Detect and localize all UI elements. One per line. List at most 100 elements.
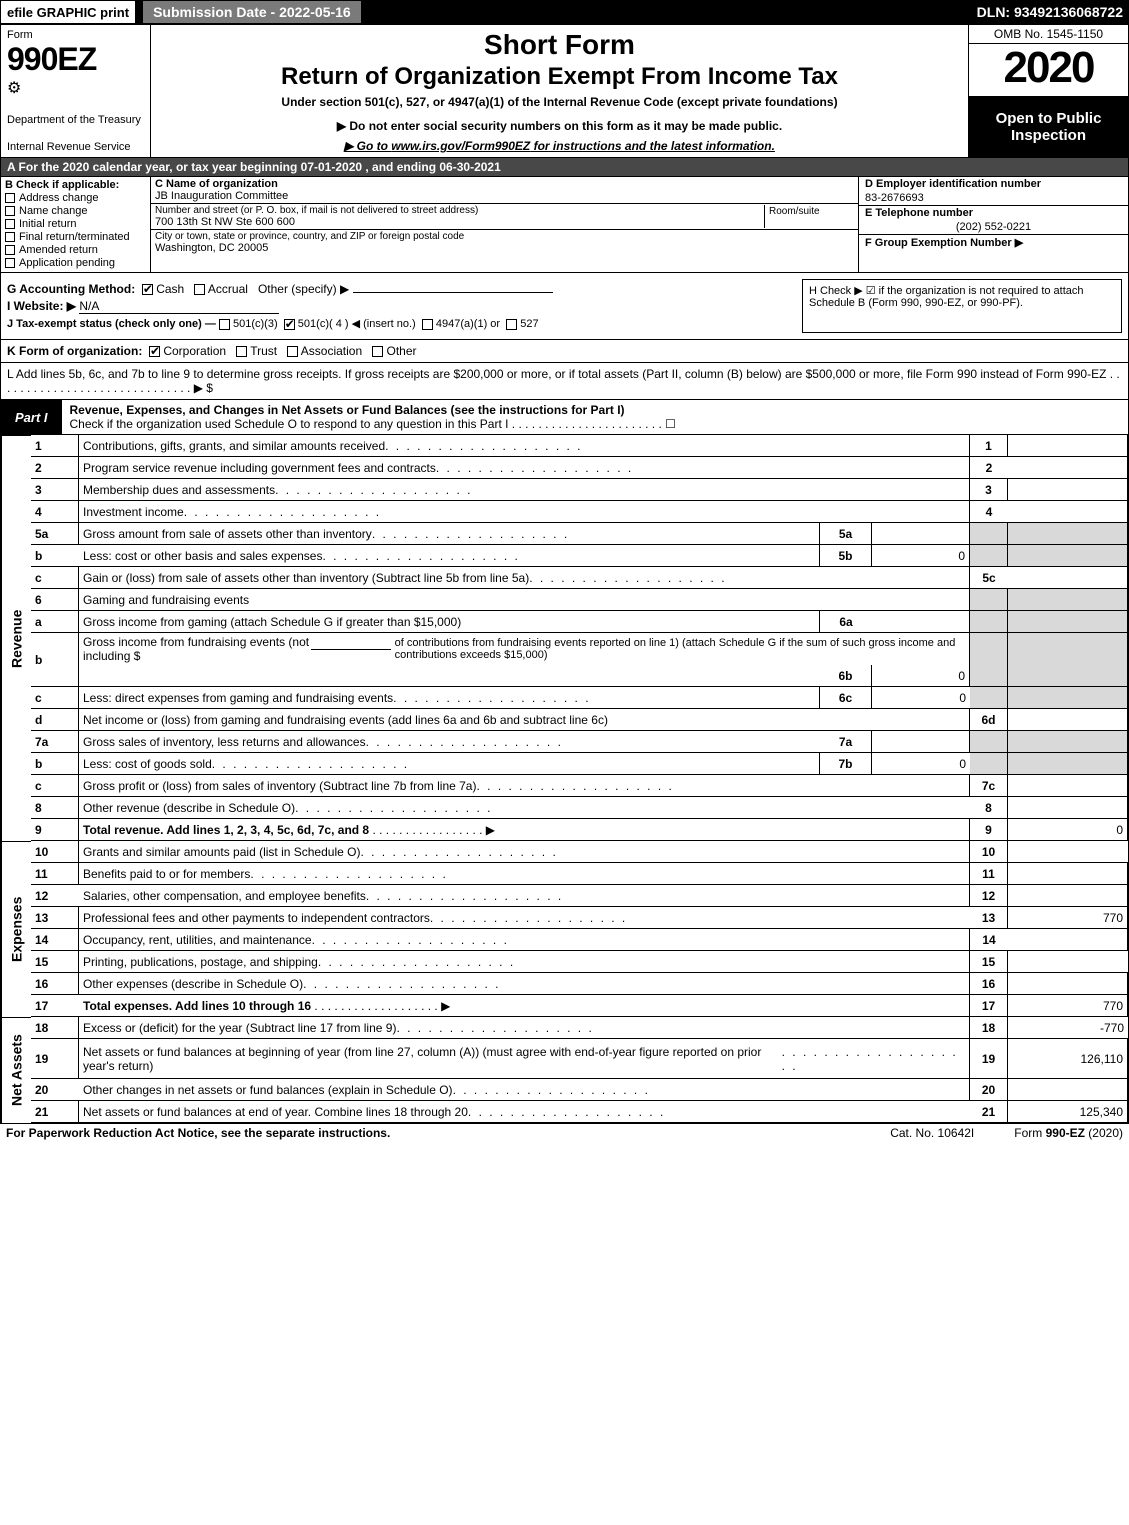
line5c-desc: Gain or (loss) from sale of assets other… [79,567,970,589]
irs-link[interactable]: www.irs.gov/Form990EZ [391,139,530,153]
line-a-tax-year: A For the 2020 calendar year, or tax yea… [1,158,1128,177]
header-left: Form 990EZ ⚙ Department of the Treasury … [1,25,151,157]
chk-accrual[interactable] [194,284,205,295]
top-bar: efile GRAPHIC print Submission Date - 20… [0,0,1129,24]
line7b-num: b [31,753,79,775]
chk-association[interactable] [287,346,298,357]
tax-year: 2020 [969,44,1128,97]
line7c-val [1008,775,1128,797]
line13-val: 770 [1008,907,1128,929]
line12-num: 12 [31,885,79,907]
line13-desc: Professional fees and other payments to … [79,907,970,929]
sub3-post: for instructions and the latest informat… [530,139,775,153]
c-room-label: Room/suite [769,206,820,217]
revenue-side-label: Revenue [1,435,31,841]
chk-amended-return[interactable]: Amended return [5,244,146,256]
line2-rnum: 2 [970,457,1008,479]
line1-rnum: 1 [970,435,1008,457]
line18-rnum: 18 [970,1017,1008,1039]
main-title: Return of Organization Exempt From Incom… [161,63,958,91]
line17-rnum: 17 [970,995,1008,1017]
line15-rnum: 15 [970,951,1008,973]
line15-val [1008,951,1128,973]
line6c-sub: 6c [820,687,872,709]
line13-rnum: 13 [970,907,1008,929]
chk-501c3[interactable] [219,319,230,330]
line5a-shade1 [970,523,1008,545]
line2-desc: Program service revenue including govern… [79,457,970,479]
line6-desc: Gaming and fundraising events [79,589,970,611]
line17-desc: Total expenses. Add lines 10 through 16 … [79,995,970,1017]
chk-cash[interactable] [142,284,153,295]
line21-rnum: 21 [970,1101,1008,1123]
line10-num: 10 [31,841,79,863]
chk-address-change[interactable]: Address change [5,192,146,204]
line9-val: 0 [1008,819,1128,841]
line5a-desc: Gross amount from sale of assets other t… [79,523,820,545]
chk-name-change[interactable]: Name change [5,205,146,217]
line9-desc: Total revenue. Add lines 1, 2, 3, 4, 5c,… [79,819,970,841]
line6b-shade1 [970,665,1008,687]
chk-initial-return[interactable]: Initial return [5,218,146,230]
irs-label: Internal Revenue Service [7,141,144,153]
chk-trust[interactable] [236,346,247,357]
c-name-label: C Name of organization [155,178,278,190]
line11-num: 11 [31,863,79,885]
line6b-num: b [31,633,79,687]
dln-label: DLN: 93492136068722 [977,4,1129,20]
open-line1: Open to Public [973,110,1124,127]
form-container: Form 990EZ ⚙ Department of the Treasury … [0,24,1129,1124]
line16-num: 16 [31,973,79,995]
netassets-side-label: Net Assets [1,1017,31,1123]
f-group-label: F Group Exemption Number ▶ [859,235,1128,250]
line20-val [1008,1079,1128,1101]
line6b-shade2a [1008,633,1128,665]
c-addr-label: Number and street (or P. O. box, if mail… [155,205,764,216]
line19-val: 126,110 [1008,1039,1128,1079]
line12-rnum: 12 [970,885,1008,907]
line3-rnum: 3 [970,479,1008,501]
line5b-sub: 5b [820,545,872,567]
section-bcd: B Check if applicable: Address change Na… [1,177,1128,273]
chk-527[interactable] [506,319,517,330]
chk-4947[interactable] [422,319,433,330]
part-i-tab: Part I [1,400,62,434]
footer-cat-no: Cat. No. 10642I [890,1126,974,1140]
line5b-num: b [31,545,79,567]
chk-application-pending[interactable]: Application pending [5,257,146,269]
line7c-rnum: 7c [970,775,1008,797]
chk-corporation[interactable] [149,346,160,357]
line18-val: -770 [1008,1017,1128,1039]
col-c-org-info: C Name of organization JB Inauguration C… [151,177,858,272]
chk-other-org[interactable] [372,346,383,357]
e-tel-value: (202) 552-0221 [859,220,1128,235]
netassets-grid: Net Assets 18 Excess or (deficit) for th… [1,1017,1128,1123]
c-org-name: JB Inauguration Committee [155,190,288,202]
form-word: Form [7,29,144,41]
chk-501c[interactable] [284,319,295,330]
line5c-val [1008,567,1128,589]
line18-desc: Excess or (deficit) for the year (Subtra… [79,1017,970,1039]
line17-val: 770 [1008,995,1128,1017]
line7a-num: 7a [31,731,79,753]
line8-val [1008,797,1128,819]
expenses-side-label: Expenses [1,841,31,1017]
chk-final-return[interactable]: Final return/terminated [5,231,146,243]
line6a-subval [872,611,970,633]
line7b-shade2 [1008,753,1128,775]
line20-desc: Other changes in net assets or fund bala… [79,1079,970,1101]
line19-desc: Net assets or fund balances at beginning… [79,1039,970,1079]
line2-val [1008,457,1128,479]
line6a-desc: Gross income from gaming (attach Schedul… [79,611,820,633]
header-right: OMB No. 1545-1150 2020 Open to Public In… [968,25,1128,157]
line16-val [1008,973,1128,995]
line6d-desc: Net income or (loss) from gaming and fun… [79,709,970,731]
line6b-subval: 0 [872,665,970,687]
section-ghij: G Accounting Method: Cash Accrual Other … [1,273,1128,340]
line7b-subval: 0 [872,753,970,775]
c-city: Washington, DC 20005 [155,242,268,254]
line14-rnum: 14 [970,929,1008,951]
line8-desc: Other revenue (describe in Schedule O) [79,797,970,819]
line13-num: 13 [31,907,79,929]
line11-rnum: 11 [970,863,1008,885]
